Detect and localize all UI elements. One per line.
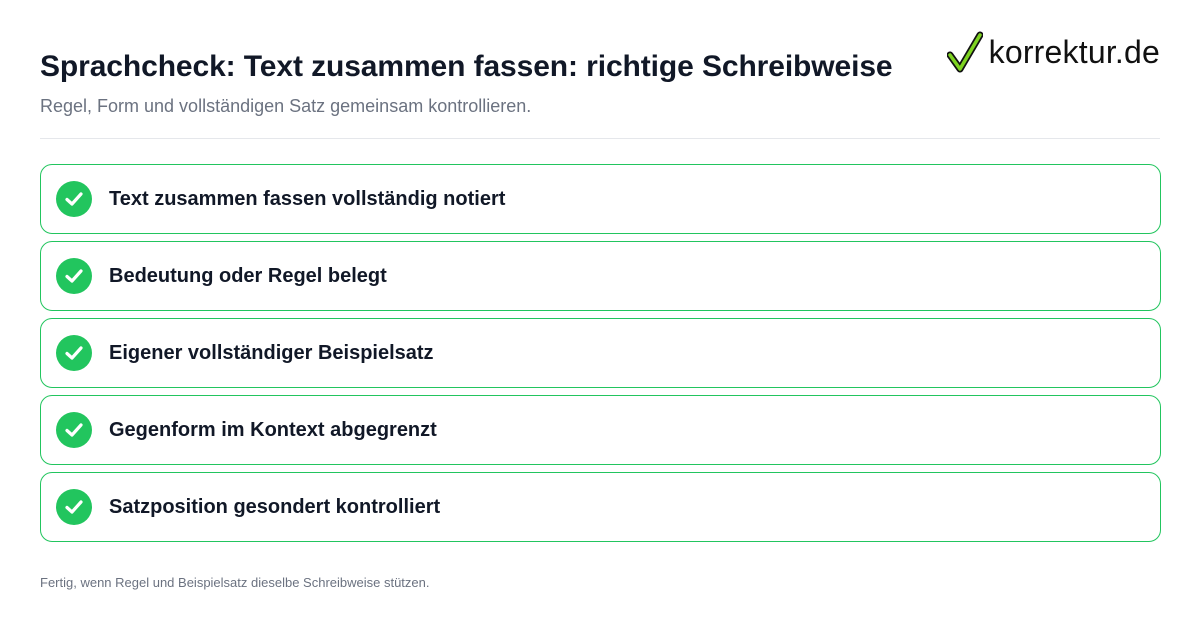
checklist-item: Bedeutung oder Regel belegt (40, 241, 1161, 311)
page-subtitle: Regel, Form und vollständigen Satz gemei… (40, 96, 532, 116)
page-header: Sprachcheck: Text zusammen fassen: richt… (40, 0, 1160, 139)
checklist-item-label: Eigener vollständiger Beispielsatz (109, 341, 434, 364)
checklist-item-label: Text zusammen fassen vollständig notiert (109, 187, 506, 210)
checkmark-logo-icon (946, 31, 983, 73)
check-circle-icon (56, 181, 92, 217)
brand-logo[interactable]: korrektur.de (946, 30, 1160, 74)
check-circle-icon (56, 412, 92, 448)
checklist-item: Eigener vollständiger Beispielsatz (40, 318, 1161, 388)
checklist-item: Satzposition gesondert kontrolliert (40, 472, 1161, 542)
checklist-item-label: Gegenform im Kontext abgegrenzt (109, 418, 437, 441)
page-title: Sprachcheck: Text zusammen fassen: richt… (40, 50, 893, 83)
footer-note: Fertig, wenn Regel und Beispielsatz dies… (40, 575, 430, 590)
check-circle-icon (56, 335, 92, 371)
check-circle-icon (56, 258, 92, 294)
checklist-item-label: Satzposition gesondert kontrolliert (109, 495, 441, 518)
check-circle-icon (56, 489, 92, 525)
brand-name: korrektur.de (988, 33, 1160, 70)
checklist-item: Text zusammen fassen vollständig notiert (40, 164, 1161, 234)
checklist-item: Gegenform im Kontext abgegrenzt (40, 395, 1161, 465)
checklist: Text zusammen fassen vollständig notiert… (40, 164, 1161, 549)
checklist-item-label: Bedeutung oder Regel belegt (109, 264, 387, 287)
